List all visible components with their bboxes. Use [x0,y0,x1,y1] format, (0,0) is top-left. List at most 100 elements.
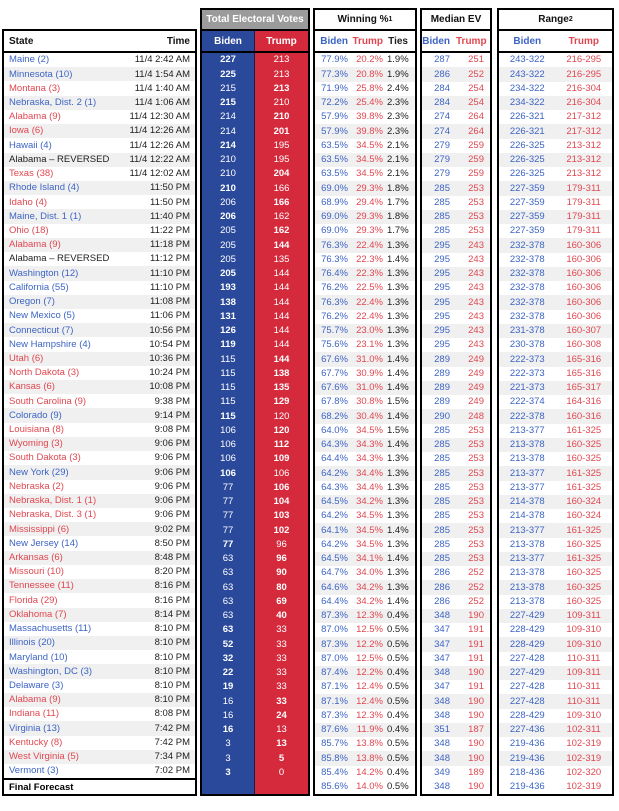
trump-win-pct: 11.9% [356,724,383,736]
table-row: 232-378 160-306 [499,238,612,253]
biden-win-pct: 71.9% [321,82,348,94]
trump-win-pct: 29.3% [356,182,383,194]
state-name: New Hampshire (4) [9,338,91,350]
trump-ev-cell: 106 [255,480,308,495]
table-row: North Dakota (3) 10:24 PM [4,366,195,380]
table-row: 285 253 [422,551,490,566]
table-row: 16 13 [202,722,308,737]
table-row: 63 40 [202,608,308,623]
result-time: 9:14 PM [154,409,190,421]
table-row: 295 243 [422,295,490,310]
trump-median-ev: 253 [468,496,484,508]
result-time: 10:36 PM [149,352,190,364]
table-row: 87.1% 12.4% 0.5% [315,694,415,709]
trump-ev-cell: 162 [255,209,308,224]
biden-win-pct: 87.1% [321,695,348,707]
trump-median-ev: 190 [468,709,484,721]
table-row: 77.3% 20.8% 1.9% [315,67,415,82]
result-time: 9:38 PM [154,395,190,407]
table-row: New Jersey (14) 8:50 PM [4,536,195,550]
table-row: 232-378 160-306 [499,253,612,267]
table-row: 227-428 110-311 [499,694,612,709]
biden-range: 213-377 [509,424,545,436]
trump-ev-cell: 5 [255,751,308,766]
table-row: 64.5% 34.2% 1.3% [315,494,415,509]
biden-win-pct: 77.3% [321,68,348,80]
table-row: 22 33 [202,665,308,680]
table-row: 213-377 161-325 [499,481,612,495]
table-row: 3 13 [202,737,308,752]
trump-range: 179-311 [566,225,601,237]
table-row: 63 90 [202,566,308,581]
state-name: South Carolina (9) [9,395,87,407]
state-name: Missouri (10) [9,566,64,578]
trump-median-ev: 254 [468,97,484,109]
table-row: 227-429 109-311 [499,665,612,680]
result-time: 11:18 PM [150,239,190,251]
trump-range: 216-304 [566,82,602,94]
result-time: 11/4 1:54 AM [134,68,190,80]
ties-pct: 1.4% [387,595,409,607]
table-row: 214 210 [202,110,308,125]
table-row: 69.0% 29.3% 1.8% [315,209,415,224]
trump-median-ev: 259 [468,139,484,151]
trump-win-pct: 34.5% [356,154,383,166]
table-row: 213-377 161-325 [499,466,612,481]
biden-win-pct: 76.2% [321,310,348,322]
trump-median-ev: 249 [468,353,484,365]
result-time: 7:34 PM [154,751,190,763]
trump-median-ev: 264 [468,111,484,123]
table-row: 286 252 [422,595,490,609]
ties-pct: 1.3% [387,567,409,579]
state-name: Nebraska, Dist. 3 (1) [9,509,97,521]
table-row: 295 243 [422,253,490,267]
result-time: 8:50 PM [154,537,190,549]
range-header: Range 2 [497,8,614,29]
table-row: 106 120 [202,423,308,438]
trump-ev-cell: 33 [255,680,308,695]
trump-win-pct: 22.4% [356,296,383,308]
table-row: 227 213 [202,53,308,68]
trump-range: 110-311 [567,681,601,693]
trump-range: 160-306 [566,282,602,294]
table-row: 225 213 [202,67,308,82]
trump-ev-cell: 144 [255,238,308,253]
biden-range: 222-374 [509,396,545,408]
table-row: 213-378 160-325 [499,566,612,580]
table-row: 232-378 160-306 [499,281,612,295]
trump-win-pct: 30.9% [356,367,383,379]
biden-win-pct: 87.0% [321,624,348,636]
biden-median-ev: 287 [434,54,450,66]
table-row: 289 249 [422,367,490,381]
table-row: 87.3% 12.3% 0.4% [315,709,415,723]
table-row: 76.2% 22.5% 1.3% [315,281,415,295]
ties-pct: 2.1% [387,139,409,151]
state-name: Kansas (6) [9,381,55,393]
table-row: 285 253 [422,481,490,495]
table-row: 69.0% 29.3% 1.8% [315,181,415,196]
table-row: 285 253 [422,523,490,538]
table-row: 19 33 [202,680,308,695]
ties-pct: 1.3% [387,467,409,479]
table-row: 215 210 [202,95,308,110]
state-name: Virginia (13) [9,722,61,734]
result-time: 9:06 PM [154,495,190,507]
trump-ev-cell: 120 [255,423,308,438]
table-row: 227-429 109-311 [499,608,612,623]
table-row [202,779,308,794]
state-name: Texas (38) [9,168,54,180]
result-time: 9:06 PM [154,509,190,521]
biden-range: 226-325 [509,154,545,166]
table-row: 16 33 [202,694,308,709]
trump-win-pct: 22.3% [356,268,383,280]
biden-range: 222-378 [509,410,545,422]
trump-median-ev: 253 [468,481,484,493]
table-row: 285 253 [422,466,490,481]
biden-median-ev: 348 [434,781,450,793]
table-row: Indiana (11) 8:08 PM [4,707,195,721]
biden-range: 213-378 [509,595,545,607]
ties-pct: 1.7% [387,196,409,208]
result-time: 11/4 12:30 AM [129,111,190,123]
trump-range: 109-310 [566,709,602,721]
